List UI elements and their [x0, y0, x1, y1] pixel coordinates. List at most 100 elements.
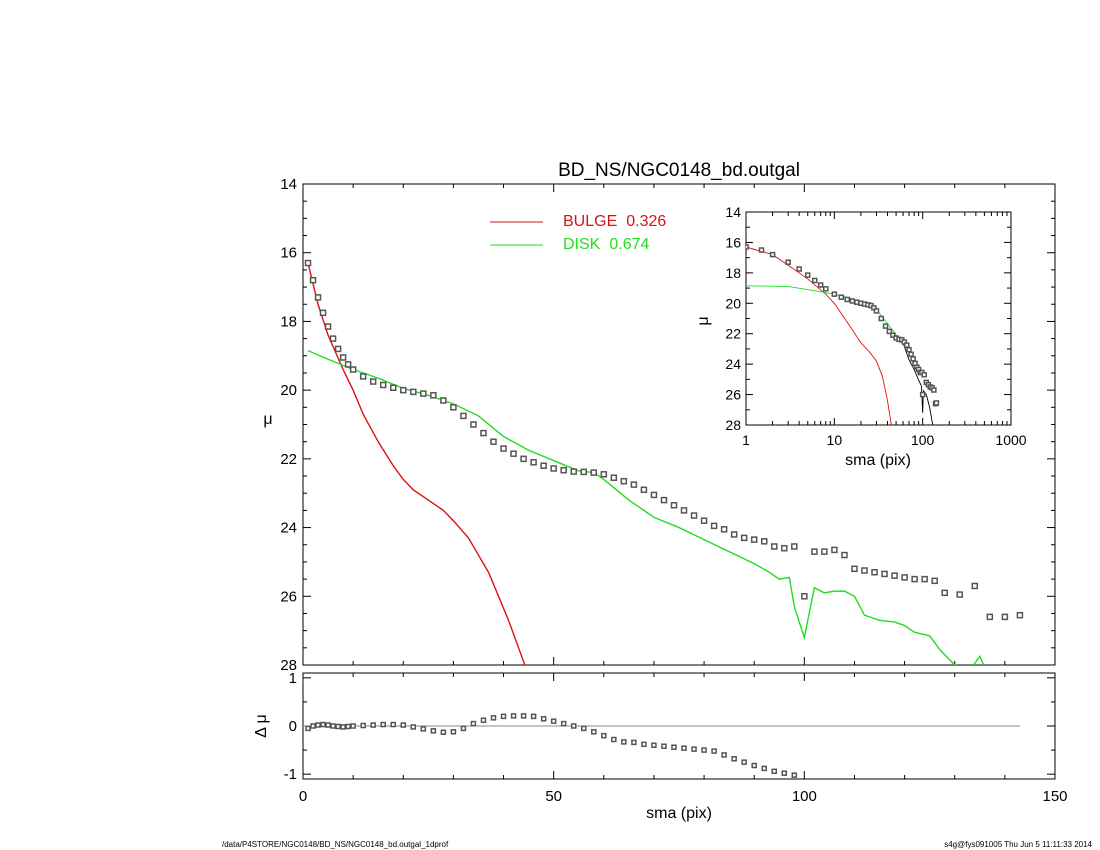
inset-x-tick-label: 10 — [827, 432, 843, 448]
inset-y-tick-label: 28 — [725, 417, 741, 433]
inset-y-tick-label: 14 — [725, 204, 741, 220]
residual-data-point — [591, 729, 597, 735]
main-data-point — [510, 450, 517, 457]
main-data-point — [450, 404, 457, 411]
residual-data-point — [390, 721, 396, 728]
residual-axis-ticks — [302, 673, 1056, 779]
residual-y-tick-labels: 1 0 -1 — [284, 670, 297, 783]
main-data-point — [750, 536, 758, 543]
main-data-point — [410, 388, 417, 396]
main-data-point — [871, 568, 878, 576]
residual-data-point — [410, 724, 417, 730]
inset-data-point — [908, 351, 914, 357]
inset-data-point — [844, 296, 850, 303]
main-data-point — [379, 381, 387, 389]
main-data-point — [911, 575, 918, 583]
footer-timestamp: s4g@fys091005 Thu Jun 5 11:11:33 2014 — [944, 840, 1092, 849]
main-data-point — [620, 477, 628, 485]
residual-data-point — [325, 722, 331, 728]
residual-series-group — [303, 713, 1020, 778]
main-data-point — [389, 384, 397, 391]
residual-data-point — [420, 726, 427, 732]
inset-data-point — [882, 323, 889, 329]
inset-data-point — [746, 244, 749, 250]
inset-plot: 14 16 18 20 22 24 26 28 1 10 100 1000 μ sma (pix) — [695, 204, 1027, 469]
residual-data-point — [315, 722, 321, 728]
residual-y-tick-label: 1 — [289, 670, 297, 687]
main-y-tick-label: 26 — [280, 588, 297, 605]
main-data-point — [901, 574, 908, 581]
x-tick-label: 0 — [299, 788, 307, 805]
inset-data-point — [878, 315, 885, 322]
main-data-point — [680, 507, 688, 514]
main-y-tick-labels: 14 16 18 20 22 24 26 28 — [280, 176, 297, 674]
main-data-point — [329, 335, 337, 342]
main-data-point — [560, 466, 567, 474]
residual-data-point — [305, 725, 311, 732]
residual-data-point — [581, 725, 587, 732]
main-plot: 14 16 18 20 22 24 26 28 μ BULGE 0.326 DISK 0.674 — [263, 176, 1056, 674]
main-data-point — [771, 543, 778, 550]
inset-y-axis-label: μ — [695, 316, 712, 325]
main-data-point — [314, 294, 322, 301]
residual-data-point — [570, 723, 577, 729]
main-data-point — [600, 471, 608, 478]
main-data-point — [570, 468, 577, 475]
inset-data-point — [910, 356, 916, 362]
main-data-point — [369, 378, 377, 385]
main-disk-line — [307, 349, 985, 665]
residual-data-point — [460, 725, 467, 732]
residual-plot: 10-1 Δ μ 0 50 100 150 sma (pix) — [253, 670, 1068, 822]
x-tick-label: 150 — [1042, 788, 1067, 805]
main-data-point — [1016, 611, 1024, 619]
residual-data-point — [490, 715, 497, 721]
main-data-point — [304, 259, 312, 267]
main-data-point — [801, 593, 808, 600]
main-data-point — [309, 276, 317, 284]
main-data-point — [971, 582, 979, 590]
chart-title: BD_NS/NGC0148_bd.outgal — [558, 160, 800, 181]
main-data-point — [440, 397, 447, 404]
main-data-point — [344, 361, 352, 368]
legend-disk-text: DISK 0.674 — [563, 236, 649, 253]
main-y-tick-label: 28 — [280, 657, 297, 674]
inset-data-point — [921, 372, 927, 378]
residual-data-point — [781, 770, 788, 776]
main-data-point — [324, 323, 332, 330]
inset-plot-frame — [745, 211, 1012, 426]
residual-data-point — [440, 729, 447, 736]
inset-data-point — [838, 294, 845, 300]
inset-y-tick-label: 22 — [725, 326, 741, 342]
inset-x-tick-label: 100 — [911, 432, 935, 448]
residual-data-point — [335, 723, 341, 730]
main-y-tick-label: 20 — [280, 382, 297, 399]
inset-y-tick-label: 18 — [725, 265, 741, 281]
main-data-point — [490, 438, 497, 445]
main-y-tick-label: 18 — [280, 313, 297, 330]
residual-data-point — [470, 720, 477, 727]
main-data-point — [530, 459, 537, 466]
main-data-point — [590, 469, 598, 476]
residual-data-point — [651, 742, 657, 749]
main-data-point — [690, 512, 698, 519]
inset-bulge-line — [746, 246, 892, 425]
residual-data-point — [701, 747, 707, 753]
main-data-point — [710, 522, 718, 530]
main-axis-ticks — [302, 183, 1056, 666]
main-data-point — [480, 429, 487, 437]
main-data-point — [760, 538, 768, 545]
inset-data-point — [796, 266, 802, 272]
legend: BULGE 0.326 DISK 0.674 — [490, 213, 666, 253]
inset-data-point — [769, 251, 776, 258]
main-data-point — [781, 544, 788, 552]
main-data-point — [400, 386, 407, 394]
residual-data-point — [340, 724, 346, 730]
main-data-point — [430, 392, 437, 399]
x-tick-labels: 0 50 100 150 — [299, 788, 1068, 805]
residual-data-point — [310, 723, 316, 729]
main-data-point — [339, 354, 347, 361]
main-data-point — [640, 486, 648, 494]
residual-y-axis-label: Δ μ — [253, 714, 270, 737]
legend-bulge-label: BULGE — [563, 213, 617, 230]
residual-data-point — [520, 713, 527, 719]
